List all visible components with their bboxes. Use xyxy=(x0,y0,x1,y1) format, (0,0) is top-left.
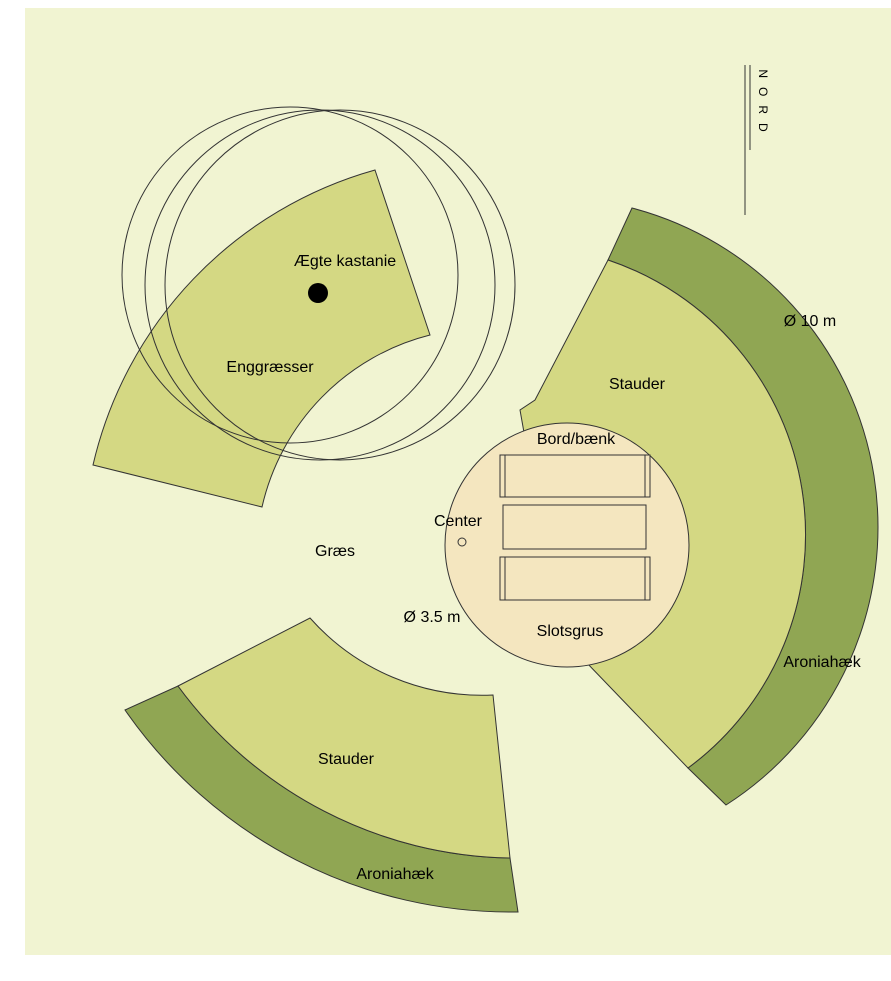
bench xyxy=(499,454,651,498)
bench xyxy=(499,556,651,601)
label: Ø 10 m xyxy=(784,313,836,330)
canopy-ring xyxy=(121,106,459,444)
label: Stauder xyxy=(318,751,375,768)
tree-canopy xyxy=(121,106,516,461)
label: Bord/bænk xyxy=(537,431,616,448)
label: Slotsgrus xyxy=(537,623,604,640)
north-label: NORD xyxy=(756,69,770,140)
label: Stauder xyxy=(609,376,666,393)
tree-trunk xyxy=(308,283,328,303)
center-marker xyxy=(457,537,467,547)
canopy-ring xyxy=(144,109,496,461)
label: Ægte kastanie xyxy=(294,253,396,270)
meadow-bed xyxy=(92,169,431,508)
label: Græs xyxy=(315,543,355,560)
label: Aroniahæk xyxy=(356,866,434,883)
table xyxy=(502,504,647,550)
label: Enggræsser xyxy=(226,359,314,376)
canopy-ring xyxy=(164,109,516,461)
furniture xyxy=(499,454,651,601)
label: Center xyxy=(434,513,483,530)
label: Ø 3.5 m xyxy=(404,609,461,626)
label: Aroniahæk xyxy=(783,654,861,671)
perennial-bed xyxy=(177,617,511,859)
